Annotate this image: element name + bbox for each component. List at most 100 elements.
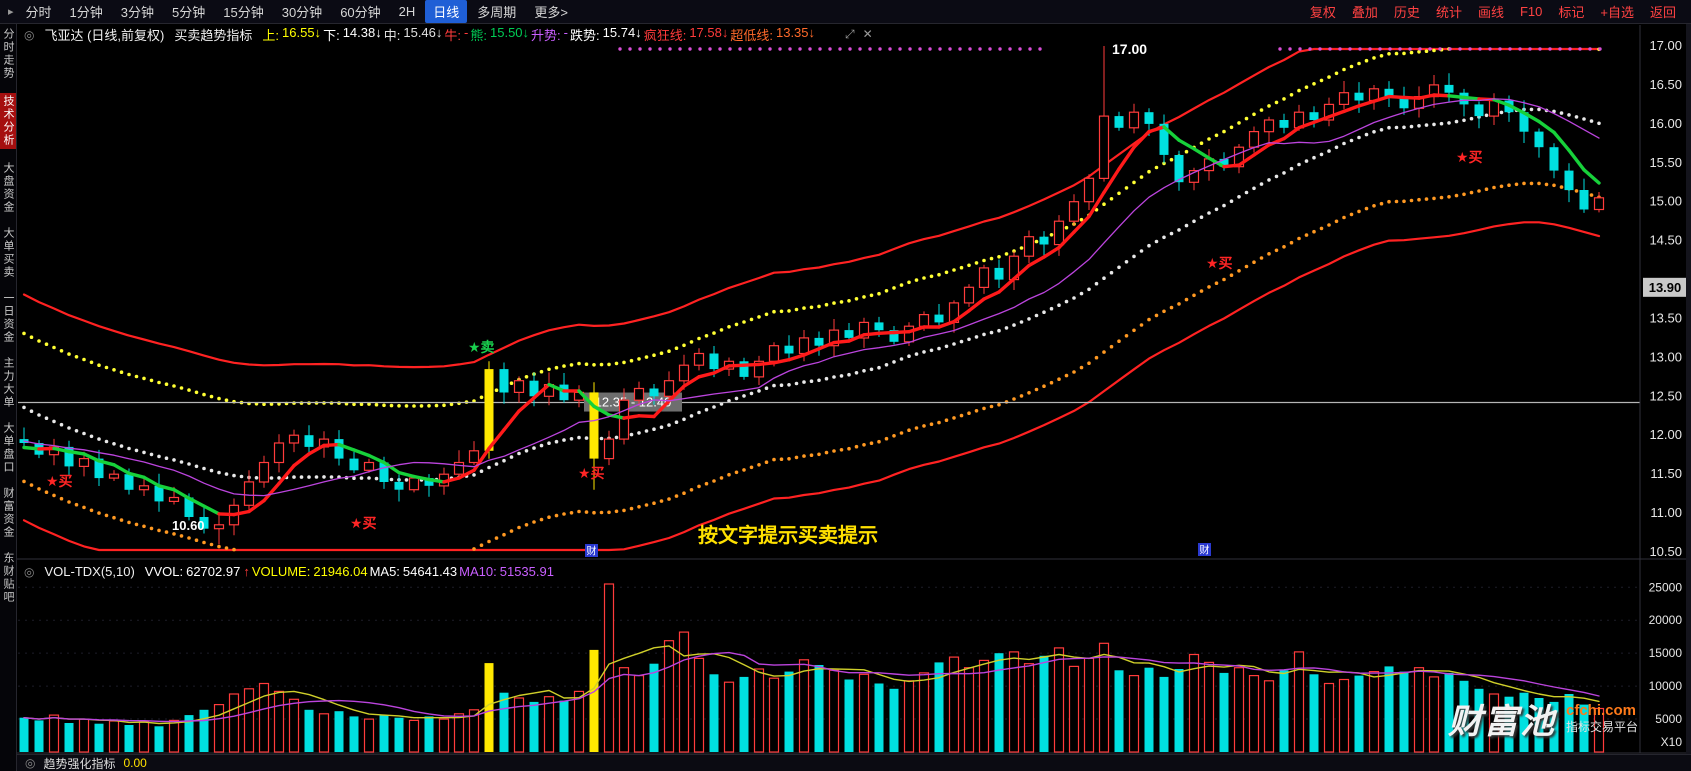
readout-label: VVOL: (144, 564, 184, 579)
toolbar-历史[interactable]: 历史 (1393, 5, 1420, 20)
indicator-readout: MA5: 54641.43 (370, 564, 458, 579)
svg-text:财: 财 (587, 545, 597, 558)
candle-body (394, 481, 404, 490)
candle-body (1053, 220, 1065, 246)
volume-bar (1233, 667, 1245, 753)
volume-bar (768, 677, 780, 753)
toolbar-复权[interactable]: 复权 (1309, 5, 1336, 20)
candle-body (349, 458, 359, 471)
volume-bar (1068, 665, 1080, 753)
candlesticks[interactable] (19, 46, 1605, 545)
volume-bar (1293, 651, 1305, 753)
volume-indicator-name[interactable]: VOL-TDX(5,10) (44, 564, 135, 579)
volume-bar (633, 674, 645, 753)
candle-body (243, 481, 255, 506)
period-tab-15分钟[interactable]: 15分钟 (223, 5, 264, 20)
period-tab-分时[interactable]: 分时 (25, 5, 52, 20)
topbar: ▸ 分时 1分钟 3分钟 5分钟 15分钟 30分钟 60分钟 2H 日线 多周期 更多> 复权 叠加历… (0, 0, 1691, 24)
sidebar-item-分时走势[interactable]: 分时走势 (2, 28, 14, 80)
sidebar-item-东财贴吧[interactable]: 东财贴吧 (2, 552, 14, 604)
volume-bar (1188, 653, 1200, 753)
svg-text:财: 财 (1200, 544, 1210, 557)
toolbar-叠加[interactable]: 叠加 (1351, 5, 1378, 20)
expand-icon[interactable]: ⤢ (845, 27, 855, 41)
volume-bar (1413, 667, 1425, 753)
readout-label: 疯狂线: (643, 28, 687, 43)
indicator-readout: 超低线: 13.35↓ (730, 25, 815, 44)
close-icon[interactable]: ✕ (862, 27, 873, 41)
readout-label: 超低线: (730, 28, 773, 43)
volume-bar (978, 659, 990, 753)
period-tab-1分钟[interactable]: 1分钟 (69, 5, 103, 20)
collapse-icon[interactable]: ◎ (25, 756, 36, 770)
candle-body (934, 314, 944, 323)
indicator-name[interactable]: 买卖趋势指标 (174, 28, 253, 43)
candle-body (199, 517, 209, 529)
volume-bar (213, 703, 225, 753)
indicator-readout: 熊: 15.50↓ (470, 25, 529, 44)
period-tab-5分钟[interactable]: 5分钟 (172, 5, 206, 20)
candle-body (258, 461, 270, 483)
candle-body (1309, 112, 1319, 120)
volume-bars[interactable] (19, 583, 1605, 753)
volume-bar (693, 657, 705, 753)
annotation-text: 17.00 (1112, 41, 1147, 57)
period-tab-日线[interactable]: 日线 (425, 0, 468, 23)
menu-expand-icon[interactable]: ▸ (8, 6, 14, 18)
volume-bar (1114, 670, 1124, 752)
volume-bar (1263, 680, 1275, 753)
candle-body (78, 458, 90, 468)
readout-label: 牛: (444, 28, 462, 43)
buy-signal-marker: ★买 (1456, 149, 1483, 165)
sidebar-item-财富资金[interactable]: 财富资金 (2, 487, 14, 539)
volume-bar (1023, 663, 1035, 753)
sidebar-item-主力大单[interactable]: 主力大单 (2, 357, 14, 409)
toolbar-画线[interactable]: 画线 (1477, 5, 1504, 20)
volume-bar (798, 659, 810, 753)
indicator-readout: 升势: - (531, 25, 568, 44)
volume-bar (874, 683, 884, 752)
bottom-indicator-name[interactable]: 趋势强化指标 (43, 756, 116, 771)
sidebar-item-大盘资金[interactable]: 大盘资金 (2, 162, 14, 214)
collapse-icon[interactable]: ◎ (24, 27, 35, 42)
period-tab-3分钟[interactable]: 3分钟 (120, 5, 155, 20)
sell-signal-marker: ★卖 (468, 339, 495, 355)
sidebar-item-一日资金[interactable]: 一日资金 (2, 292, 14, 344)
collapse-icon[interactable]: ◎ (24, 564, 35, 579)
volume-bar (543, 696, 555, 753)
period-tab-60分钟[interactable]: 60分钟 (340, 5, 381, 20)
volume-axis-label: 20000 (1649, 613, 1683, 627)
period-tab-多周期[interactable]: 多周期 (477, 5, 517, 20)
brand-domain: cfchi.com (1566, 701, 1637, 719)
candle-body (1399, 96, 1409, 109)
volume-header: ◎ VOL-TDX(5,10) VVOL: 62702.97 ↑ VOLUME: 219… (24, 562, 556, 581)
candle-body (603, 438, 615, 460)
candle-body (184, 497, 194, 517)
volume-ma5-line (23, 645, 1600, 725)
info-flag-badge[interactable] (585, 544, 598, 557)
volume-bar (513, 697, 525, 753)
candle-body (739, 361, 749, 377)
sidebar-item-大单买卖[interactable]: 大单买卖 (2, 227, 14, 279)
sidebar-item-大单盘口[interactable]: 大单盘口 (2, 422, 14, 474)
toolbar-标记[interactable]: 标记 (1558, 5, 1585, 20)
volume-bar (1098, 642, 1110, 753)
volume-bar (663, 640, 675, 753)
candle-body (1068, 201, 1080, 222)
toolbar-统计[interactable]: 统计 (1435, 5, 1462, 20)
period-tab-30分钟[interactable]: 30分钟 (281, 5, 323, 20)
candle-body (1039, 236, 1049, 245)
readout-value: 62702.97 (186, 564, 241, 579)
sidebar-item-技术分析[interactable]: 技术分析 (0, 93, 16, 149)
toolbar-返回[interactable]: 返回 (1649, 5, 1676, 20)
toolbar-F10[interactable]: F10 (1519, 4, 1543, 19)
volume-bar (889, 688, 899, 752)
volume-bar (1128, 674, 1140, 753)
period-tab-更多>[interactable]: 更多> (534, 5, 568, 20)
period-tab-2H[interactable]: 2H (398, 4, 416, 19)
toolbar-+自选[interactable]: +自选 (1600, 5, 1634, 20)
indicator-readout: 跌势: 15.74↓ (570, 25, 642, 44)
info-flag-badge[interactable] (1198, 543, 1211, 556)
candle-body (168, 496, 180, 503)
